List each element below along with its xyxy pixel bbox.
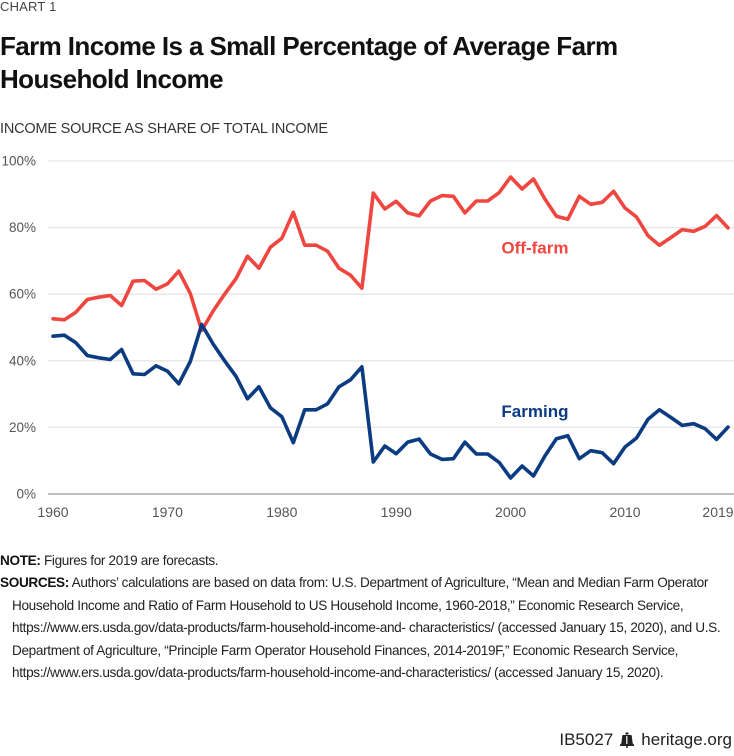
y-axis-ticks: 0% 20% 40% 60% 80% 100%	[1, 154, 36, 502]
y-tick-label: 80%	[9, 220, 36, 235]
x-tick-label: 1990	[381, 504, 412, 520]
x-tick-label: 2010	[609, 504, 640, 520]
x-tick-label: 1960	[37, 504, 68, 520]
y-tick-label: 60%	[9, 287, 36, 302]
x-tick-label: 1980	[266, 504, 297, 520]
chart-subtitle: INCOME SOURCE AS SHARE OF TOTAL INCOME	[0, 121, 328, 137]
series-annotations: Off-farm Farming	[501, 239, 568, 421]
chart-title: Farm Income Is a Small Percentage of Ave…	[0, 31, 618, 94]
note-text: Figures for 2019 are forecasts.	[40, 553, 219, 568]
sources-line: SOURCES: Authors’ calculations are based…	[0, 572, 734, 684]
site-name: heritage.org	[641, 730, 732, 749]
x-axis-ticks: 1960 1970 1980 1990 2000 2010 2019	[37, 504, 733, 520]
note-line: NOTE: Figures for 2019 are forecasts.	[0, 550, 734, 572]
series-lines	[51, 175, 730, 480]
footer-credit: IB5027 heritage.org	[559, 730, 732, 750]
line-chart: 0% 20% 40% 60% 80% 100% 1960 1970 1980 1990 2000 2…	[1, 154, 734, 520]
report-code: IB5027	[559, 730, 614, 749]
farming-line	[51, 322, 730, 480]
gridlines	[48, 160, 734, 495]
x-tick-label: 2019	[702, 504, 733, 520]
off-farm-label: Off-farm	[501, 239, 568, 258]
y-tick-label: 20%	[9, 420, 36, 435]
x-tick-label: 2000	[495, 504, 526, 520]
chart-kicker: CHART 1	[0, 0, 57, 14]
off-farm-line	[51, 175, 730, 333]
liberty-bell-icon	[619, 732, 635, 748]
y-tick-label: 40%	[9, 353, 36, 368]
chart-notes: NOTE: Figures for 2019 are forecasts. SO…	[0, 550, 734, 684]
sources-label: SOURCES:	[0, 575, 69, 591]
x-tick-label: 1970	[152, 504, 183, 520]
sources-text: Authors’ calculations are based on data …	[12, 575, 721, 681]
note-label: NOTE:	[0, 553, 41, 568]
y-tick-label: 100%	[1, 154, 36, 169]
y-tick-label: 0%	[16, 487, 36, 502]
farming-label: Farming	[501, 402, 568, 421]
